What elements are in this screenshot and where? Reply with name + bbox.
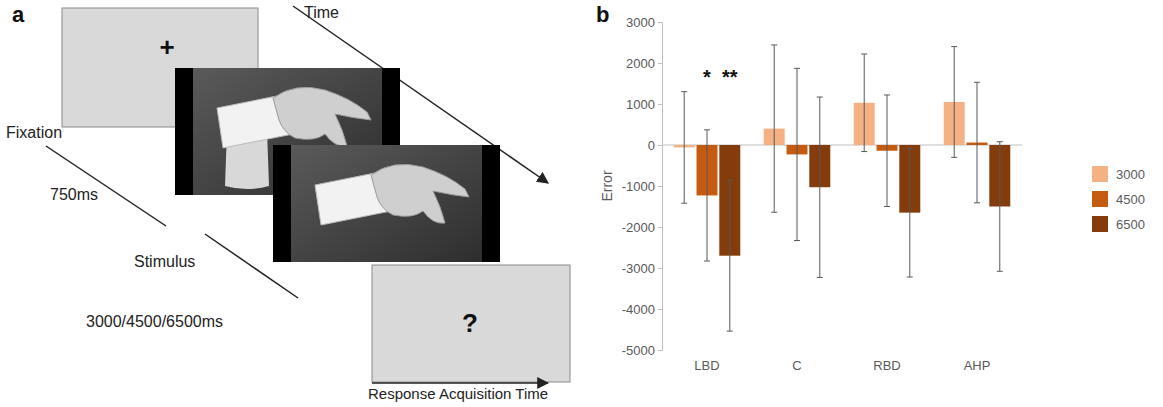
- legend-item: 4500: [1092, 191, 1145, 207]
- response-label: Response Acquisition Time: [368, 385, 548, 402]
- error-bar: [794, 68, 800, 240]
- x-axis: LBD C RBD AHP: [663, 358, 1023, 373]
- legend-swatch: [1092, 166, 1108, 182]
- error-bar: [817, 97, 823, 277]
- y-tick-mark: [658, 104, 662, 105]
- y-tick-label: -5000: [622, 343, 655, 358]
- y-axis-line: [658, 23, 663, 351]
- error-bar: [951, 47, 957, 158]
- error-bars-0: [681, 45, 957, 212]
- panel-a: a Time +? Response Acquisition Time Fixation…: [6, 2, 570, 402]
- legend-swatch: [1092, 191, 1108, 207]
- y-tick-mark: [658, 145, 662, 146]
- y-tick-label: -1000: [622, 179, 655, 194]
- response-arrow: [372, 382, 548, 384]
- stimulus-frame-2: [273, 145, 500, 262]
- y-tick-mark: [658, 350, 662, 351]
- response-mark: ?: [462, 308, 478, 338]
- y-tick: -5000: [622, 343, 662, 358]
- error-bar: [997, 142, 1003, 272]
- stimulus-duration: 3000/4500/6500ms: [86, 313, 223, 330]
- figure: a Time +? Response Acquisition Time Fixation…: [0, 0, 1163, 407]
- legend-swatch: [1092, 216, 1108, 232]
- error-bar: [681, 92, 687, 204]
- legend-item: 3000: [1092, 166, 1145, 182]
- y-tick: 2000: [626, 56, 662, 71]
- legend-label: 4500: [1116, 192, 1145, 207]
- x-tick-label: LBD: [694, 358, 719, 373]
- series-2: [719, 145, 1010, 256]
- fixation-label: Fixation: [6, 124, 62, 141]
- x-tick: AHP: [964, 358, 991, 373]
- phase-line: [46, 146, 166, 226]
- error-bar: [704, 130, 710, 261]
- x-tick: RBD: [873, 358, 900, 373]
- error-bars-2: [727, 97, 1003, 331]
- y-tick-label: 2000: [626, 56, 655, 71]
- legend-label: 3000: [1116, 167, 1145, 182]
- y-tick: -2000: [622, 220, 662, 235]
- y-axis: -5000 -4000 -3000 -2000 -1000 0 1000 2000 3000: [622, 15, 663, 358]
- y-tick-mark: [658, 227, 662, 228]
- legend-item: 6500: [1092, 216, 1145, 232]
- y-tick-label: -3000: [622, 261, 655, 276]
- error-bar: [884, 95, 890, 207]
- legend-label: 6500: [1116, 217, 1145, 232]
- stimulus-label: Stimulus: [134, 253, 195, 270]
- response-screen: [372, 265, 570, 382]
- panel-b: b -5000 -4000 -3000 -2000 -1000 0 1000 2000 3000 E…: [596, 2, 1145, 373]
- phase-line: [205, 234, 298, 298]
- series-0: [674, 102, 965, 148]
- significance-mark: *: [703, 66, 711, 88]
- y-tick: -3000: [622, 261, 662, 276]
- y-tick-label: -2000: [622, 220, 655, 235]
- fixation-duration: 750ms: [50, 186, 98, 203]
- significance-mark: **: [722, 66, 738, 88]
- y-axis-title: Error: [599, 170, 615, 201]
- stimulus-scene: [291, 145, 482, 262]
- panel-letter: b: [596, 2, 609, 27]
- y-tick-mark: [658, 268, 662, 269]
- y-tick-label: 1000: [626, 97, 655, 112]
- error-bars-1: [704, 68, 980, 261]
- plot-marks: [674, 45, 1011, 331]
- y-tick-label: 3000: [626, 15, 655, 30]
- hand: [273, 87, 371, 146]
- error-bar: [907, 148, 913, 277]
- y-tick: 1000: [626, 97, 662, 112]
- x-tick-label: RBD: [873, 358, 900, 373]
- legend: 3000 4500 6500: [1092, 166, 1145, 232]
- y-tick: 0: [648, 138, 662, 153]
- y-tick: -4000: [622, 302, 662, 317]
- hand: [371, 164, 469, 223]
- time-label: Time: [304, 4, 339, 21]
- x-tick-label: C: [792, 358, 801, 373]
- error-bar: [974, 82, 980, 203]
- y-tick: 3000: [626, 15, 662, 30]
- error-bar: [861, 54, 867, 152]
- y-tick: -1000: [622, 179, 662, 194]
- x-tick: C: [792, 358, 801, 373]
- error-bar: [727, 180, 733, 331]
- y-tick-label: -4000: [622, 302, 655, 317]
- y-tick-mark: [658, 22, 662, 23]
- x-tick: LBD: [694, 358, 719, 373]
- stimulus-frame: [273, 145, 500, 262]
- fixation-cross: +: [159, 32, 174, 62]
- y-tick-mark: [658, 63, 662, 64]
- x-tick-label: AHP: [964, 358, 991, 373]
- y-tick-mark: [658, 309, 662, 310]
- y-tick-mark: [658, 186, 662, 187]
- error-bar: [771, 45, 777, 212]
- y-tick-label: 0: [648, 138, 655, 153]
- panel-letter: a: [12, 2, 25, 27]
